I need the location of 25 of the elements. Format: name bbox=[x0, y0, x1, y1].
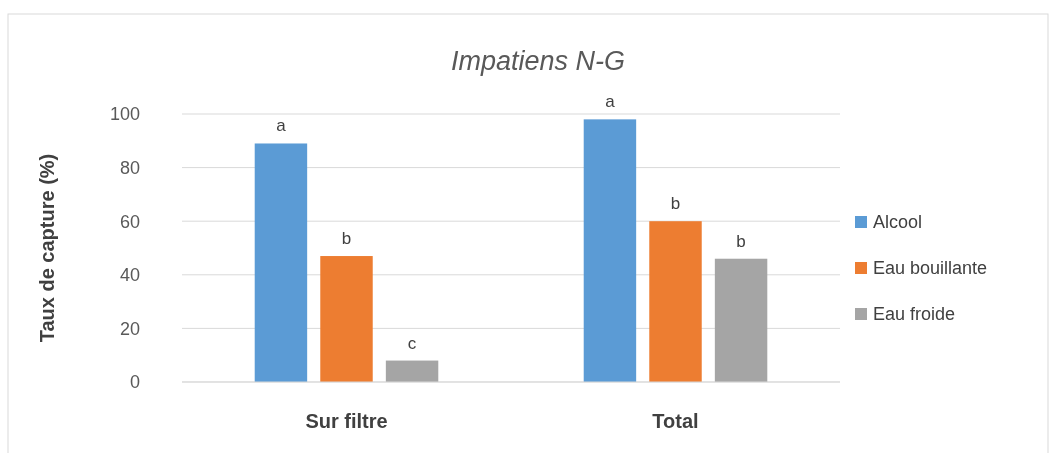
bar bbox=[254, 143, 308, 382]
bar bbox=[714, 258, 768, 382]
data-label: c bbox=[407, 333, 417, 353]
y-tick-label: 100 bbox=[109, 104, 140, 125]
x-tick-label: Total bbox=[652, 410, 699, 432]
chart-title: Impatiens N-G bbox=[450, 46, 626, 76]
legend-label: Eau bouillante bbox=[873, 258, 988, 279]
y-tick-label: 80 bbox=[119, 157, 140, 178]
bar bbox=[583, 119, 637, 382]
y-axis-title: Taux de capture (%) bbox=[36, 153, 58, 343]
data-label: b bbox=[341, 229, 352, 249]
data-label: b bbox=[670, 194, 681, 214]
bar bbox=[385, 360, 439, 382]
bar bbox=[649, 221, 702, 382]
y-tick-label: 0 bbox=[129, 372, 140, 393]
y-tick-label: 40 bbox=[119, 265, 140, 286]
data-label: a bbox=[276, 116, 287, 136]
x-tick-label: Sur filtre bbox=[305, 410, 388, 432]
legend-label: Eau froide bbox=[873, 304, 956, 325]
y-tick-label: 60 bbox=[119, 211, 140, 232]
data-label: b bbox=[736, 231, 746, 251]
legend-label: Alcool bbox=[873, 212, 923, 233]
y-tick-label: 20 bbox=[119, 318, 140, 339]
bar bbox=[320, 256, 373, 382]
data-label: a bbox=[605, 92, 616, 112]
